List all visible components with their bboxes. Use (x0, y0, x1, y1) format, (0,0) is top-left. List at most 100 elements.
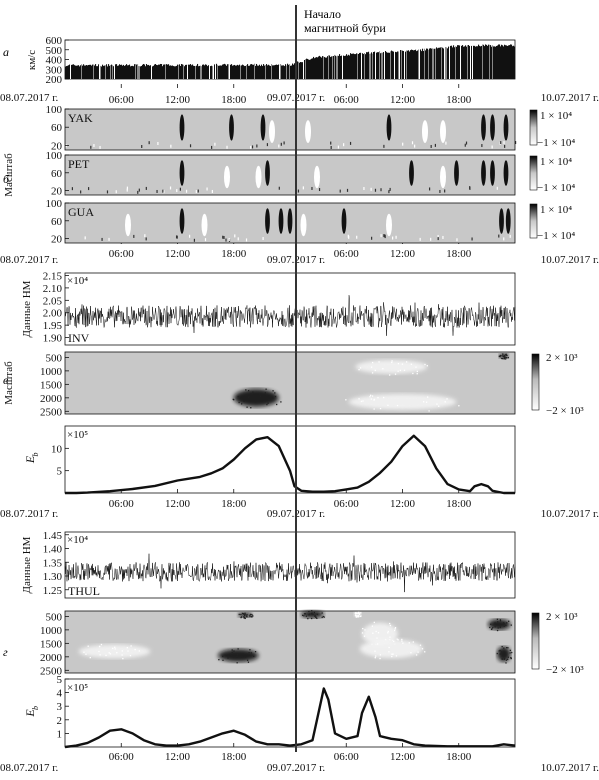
solar-wind-bar (407, 50, 409, 79)
solar-wind-bar (304, 59, 306, 79)
heatmap-speck (419, 644, 422, 646)
small-feature (380, 188, 382, 192)
heatmap-speck (501, 645, 503, 648)
solar-wind-bar (340, 55, 342, 79)
small-feature (496, 186, 498, 190)
solar-wind-bar (124, 65, 126, 79)
heatmap-speck (389, 374, 391, 376)
inv_energy-curve (65, 434, 515, 495)
solar-wind-bar (412, 49, 414, 79)
small-feature (442, 235, 444, 239)
thul_counts-ylabel: Данные НМ (21, 536, 33, 593)
heatmap-speck (422, 401, 425, 403)
solar-wind-bar (82, 65, 84, 79)
solar-wind-bar (199, 65, 201, 79)
heatmap-speck (369, 396, 371, 398)
small-feature (206, 187, 208, 191)
solar-wind-bar (324, 57, 326, 79)
heatmap-speck (507, 356, 509, 359)
station-strip-features (71, 160, 509, 194)
inv_scale-colorbar-bottom: −2 × 10³ (546, 405, 584, 417)
solar-wind-bar (251, 64, 253, 79)
solar-wind-bar (188, 64, 190, 79)
solar-wind-bar (301, 62, 303, 79)
solar-wind-bar (269, 65, 271, 79)
solar-wind-bar (361, 54, 363, 79)
solar-wind-bar (233, 65, 235, 79)
solar-wind-bar (497, 45, 499, 79)
heatmap-speck (510, 657, 512, 659)
solar-wind-bar (181, 63, 183, 79)
solar-wind-bar (114, 64, 116, 79)
small-feature (250, 145, 252, 149)
small-feature (108, 237, 110, 241)
small-feature (225, 238, 227, 242)
solar-wind-bar (83, 64, 85, 79)
heatmap-speck (505, 354, 507, 356)
solar-wind-bar (342, 55, 344, 79)
solar-wind-ytick-label-4: 600 (46, 35, 63, 47)
solar-wind-bar (406, 50, 408, 79)
solar-wind-bar (350, 53, 352, 79)
inv_energy-multiplier: ×10⁵ (67, 429, 88, 441)
heatmap-speck (312, 613, 314, 616)
solar-wind-bar (216, 63, 218, 79)
station-0-ytick-label-2: 100 (46, 104, 63, 116)
solar-wind-bar (449, 48, 451, 79)
heatmap-speck (362, 400, 364, 402)
station-label: GUA (68, 205, 94, 219)
solar-wind-bar (322, 56, 324, 79)
heatmap-speck (130, 645, 132, 647)
heatmap-speck (388, 622, 391, 625)
inv_scale-ytick-label-2: 1500 (40, 379, 63, 391)
solar-wind-bar (390, 51, 392, 79)
heatmap-speck (509, 652, 511, 654)
solar-wind-bar (475, 46, 477, 79)
small-feature (170, 144, 172, 148)
solar-wind-bar (73, 64, 75, 79)
solar-wind-bar (367, 52, 369, 79)
heatmap-speck (505, 358, 507, 360)
heatmap-speck (114, 648, 116, 650)
solar-wind-bar (244, 66, 246, 79)
dark-feature (229, 114, 234, 141)
thul_scale-ytick-label-3: 2000 (40, 652, 63, 664)
solar-wind-bar (135, 64, 137, 79)
dark-feature (503, 114, 509, 141)
heatmap-speck (415, 654, 418, 656)
small-feature (115, 190, 117, 194)
heatmap-speck (373, 398, 375, 401)
heatmap-speck (233, 650, 235, 652)
small-feature (437, 234, 439, 238)
solar-wind-bar (127, 65, 129, 79)
heatmap-speck (497, 621, 499, 623)
solar-wind-bar (153, 65, 155, 79)
heatmap-speck (244, 617, 246, 620)
heatmap-speck (246, 616, 248, 618)
solar-wind-bar (506, 45, 508, 79)
solar-wind-bar (316, 57, 318, 79)
small-feature (388, 190, 390, 194)
dark-feature (179, 160, 185, 186)
solar-wind-bar (152, 66, 154, 79)
station-strip-features (65, 114, 517, 149)
solar-wind-bar (203, 64, 205, 79)
solar-wind-bar (339, 54, 341, 79)
heatmap-speck (360, 400, 363, 403)
solar-wind-bar (435, 48, 437, 79)
dark-feature (499, 208, 504, 234)
hour-tick-label: 06:00 (109, 498, 135, 510)
solar-wind-bar (211, 65, 213, 79)
small-feature (283, 141, 285, 145)
solar-wind-bar (284, 66, 286, 79)
heatmap-speck (114, 646, 116, 648)
heatmap-speck (313, 611, 316, 614)
heatmap-speck (231, 651, 233, 653)
heatmap-speck (510, 657, 512, 660)
solar-wind-bar (70, 64, 72, 79)
inv_counts-ytick-label-5: 2.15 (43, 270, 63, 282)
heatmap-speck (500, 650, 502, 652)
solar-wind-bar (98, 64, 100, 79)
inv_counts-ytick-label-4: 2.10 (43, 283, 63, 295)
hour-tick-label: 18:00 (221, 94, 247, 106)
